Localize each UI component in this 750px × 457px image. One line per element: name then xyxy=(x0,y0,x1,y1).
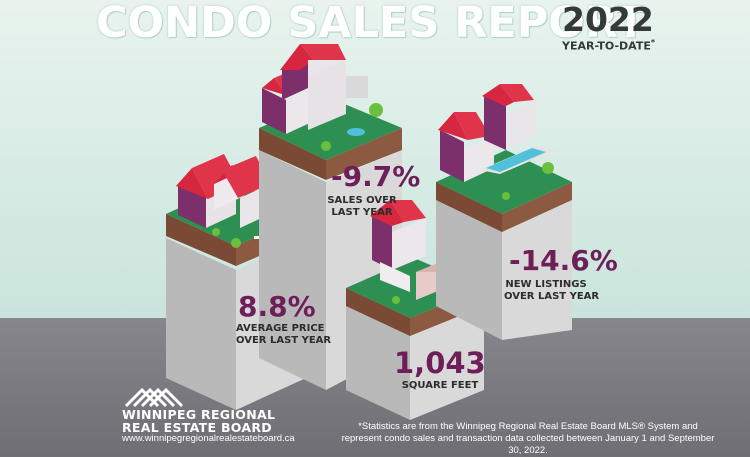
stat-average-price-value: 8.8% xyxy=(238,290,316,323)
stat-average-price-label: AVERAGE PRICE OVER LAST YEAR xyxy=(236,323,332,347)
pillar-new-listings xyxy=(436,84,572,340)
stat-average-price-label-line2: OVER LAST YEAR xyxy=(236,335,332,346)
stat-square-feet-value: 1,043 xyxy=(394,346,486,380)
stat-square-feet-label: SQUARE FEET xyxy=(394,380,486,392)
brand-name-line2: REAL ESTATE BOARD xyxy=(122,420,272,435)
period-asterisk: * xyxy=(650,38,656,47)
statistics-footnote: *Statistics are from the Winnipeg Region… xyxy=(341,421,715,456)
stat-sales-label: SALES OVER LAST YEAR xyxy=(326,195,398,219)
report-title: CONDO SALES REPORT xyxy=(96,0,646,48)
period-text: YEAR-TO-DATE xyxy=(562,39,651,53)
report-period: YEAR-TO-DATE* xyxy=(562,38,655,53)
brand-name-line1: WINNIPEG REGIONAL xyxy=(122,407,276,422)
stat-sales-label-line1: SALES OVER xyxy=(327,195,397,206)
stat-square-feet-label-line1: SQUARE FEET xyxy=(401,380,479,391)
stat-new-listings-label-line2: OVER LAST YEAR xyxy=(504,291,600,302)
stat-sales-value: -9.7% xyxy=(331,160,421,193)
brand-website-link[interactable]: www.winnipegregionalrealestateboard.ca xyxy=(122,433,295,444)
stat-sales-label-line2: LAST YEAR xyxy=(331,207,393,218)
stat-average-price-label-line1: AVERAGE PRICE xyxy=(236,323,325,334)
pillar-square-feet xyxy=(346,200,484,420)
stat-new-listings-label: NEW LISTINGS OVER LAST YEAR xyxy=(504,279,600,303)
stat-new-listings-label-line1: NEW LISTINGS xyxy=(505,279,587,290)
wrreb-logo-icon xyxy=(124,387,184,408)
stat-new-listings-value: -14.6% xyxy=(509,244,618,277)
report-year: 2022 xyxy=(562,0,654,39)
